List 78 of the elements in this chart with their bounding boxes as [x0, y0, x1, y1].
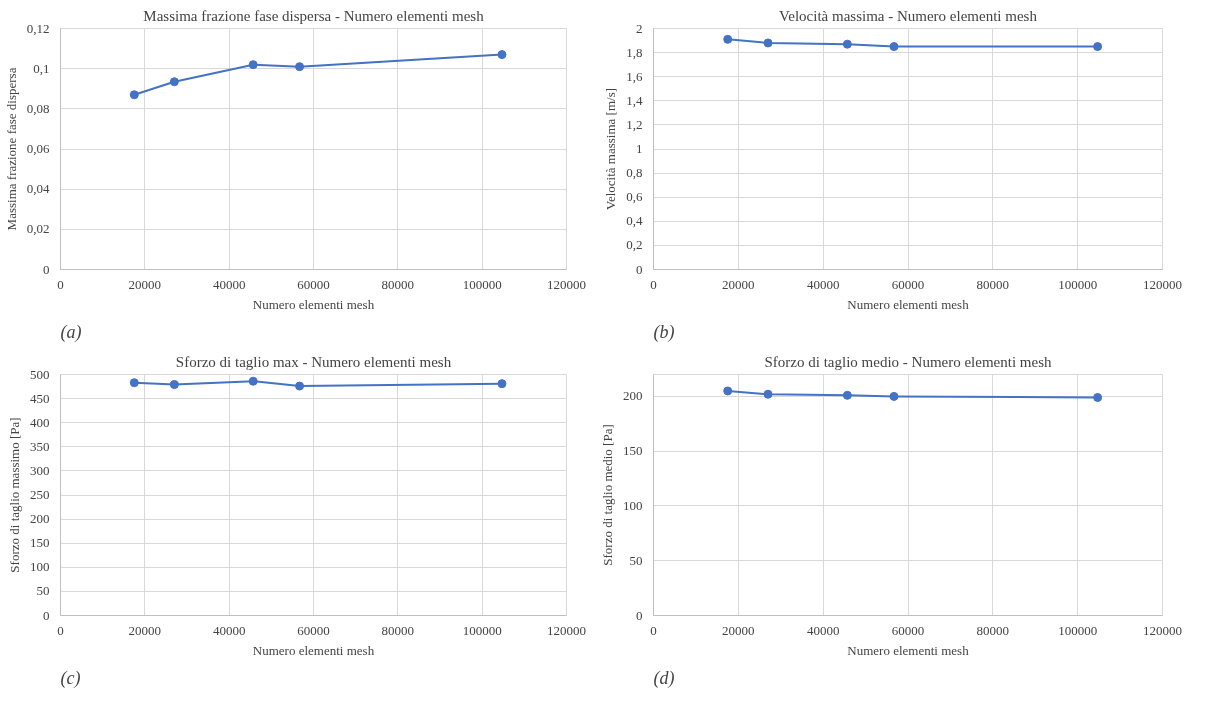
y-axis-title: Sforzo di taglio medio [Pa]	[600, 424, 615, 566]
y-tick-label: 0,08	[26, 100, 50, 116]
y-tick-label: 0,6	[626, 189, 643, 205]
chart-title: Sforzo di taglio max - Numero elementi mesh	[175, 353, 452, 370]
x-tick-label: 20000	[128, 276, 162, 292]
x-tick-label: 80000	[381, 622, 415, 638]
x-tick-label: 40000	[806, 622, 840, 638]
y-tick-label: 150	[30, 535, 50, 551]
y-tick-label: 50	[629, 552, 643, 568]
x-axis-title: Numero elementi mesh	[252, 642, 375, 658]
x-tick-label: 100000	[1058, 276, 1098, 292]
x-tick-label: 20000	[128, 622, 162, 638]
y-tick-label: 0,2	[626, 237, 643, 253]
x-tick-label: 100000	[462, 276, 502, 292]
text: (a)	[60, 321, 82, 343]
y-tick-label: 0,12	[26, 20, 50, 36]
y-axis-title: Sforzo di taglio massimo [Pa]	[7, 417, 22, 573]
text: (c)	[60, 667, 81, 689]
x-tick-label: 0	[57, 276, 64, 292]
x-tick-label: 40000	[212, 276, 246, 292]
x-axis-title: Numero elementi mesh	[847, 296, 970, 312]
y-tick-label: 450	[30, 390, 50, 406]
y-tick-label: 2	[636, 20, 643, 36]
y-tick-label: 1	[636, 141, 643, 156]
y-tick-label: 200	[30, 511, 50, 527]
x-tick-label: 40000	[806, 276, 840, 292]
x-axis-title: Numero elementi mesh	[252, 296, 375, 312]
y-tick-label: 100	[623, 497, 643, 513]
x-tick-label: 120000	[1143, 276, 1182, 292]
chart-title: Sforzo di taglio medio - Numero elementi mesh	[764, 353, 1053, 370]
x-tick-label: 60000	[891, 276, 925, 292]
x-tick-label: 100000	[1058, 622, 1098, 638]
y-tick-label: 0	[636, 607, 643, 623]
y-tick-label: 0	[43, 607, 50, 623]
y-tick-label: 0	[43, 261, 50, 277]
x-tick-label: 120000	[547, 622, 586, 638]
y-tick-label: 1,8	[626, 44, 643, 60]
y-tick-label: 0	[636, 261, 643, 277]
x-axis-title: Numero elementi mesh	[847, 642, 970, 658]
y-tick-label: 1,6	[626, 68, 643, 84]
y-tick-label: 150	[623, 443, 643, 459]
x-tick-label: 0	[650, 276, 657, 292]
y-tick-label: 350	[30, 438, 50, 454]
chart-title: Velocità massima - Numero elementi mesh	[779, 7, 1038, 24]
y-tick-label: 0,1	[33, 60, 50, 76]
text: (b)	[653, 321, 675, 343]
y-tick-label: 250	[30, 487, 50, 502]
x-tick-label: 20000	[722, 276, 755, 292]
x-tick-label: 40000	[212, 622, 246, 638]
y-tick-label: 0,4	[626, 213, 643, 229]
x-tick-label: 60000	[297, 276, 330, 292]
x-tick-label: 100000	[462, 622, 502, 638]
y-tick-label: 0,06	[26, 141, 50, 156]
y-tick-label: 400	[30, 414, 50, 430]
y-tick-label: 0,04	[26, 181, 50, 197]
x-tick-label: 0	[57, 622, 64, 638]
y-tick-label: 1,4	[626, 92, 643, 108]
y-tick-label: 300	[30, 462, 50, 478]
y-tick-label: 100	[30, 559, 50, 575]
x-tick-label: 60000	[891, 622, 925, 638]
x-tick-label: 0	[650, 622, 657, 638]
y-axis-title: Massima frazione fase dispersa	[3, 67, 19, 231]
text: (d)	[653, 667, 675, 689]
x-tick-label: 20000	[722, 622, 755, 638]
x-tick-label: 80000	[381, 276, 415, 292]
y-tick-label: 500	[30, 366, 50, 382]
x-tick-label: 60000	[297, 622, 330, 638]
y-tick-label: 0,02	[26, 221, 50, 237]
y-tick-label: 50	[36, 583, 50, 599]
x-tick-label: 80000	[976, 276, 1010, 292]
y-tick-label: 200	[623, 388, 643, 404]
x-tick-label: 80000	[976, 622, 1010, 638]
y-tick-label: 0,8	[626, 165, 643, 181]
x-tick-label: 120000	[1143, 622, 1182, 638]
y-tick-label: 1,2	[626, 116, 643, 132]
y-axis-title: Velocità massima [m/s]	[603, 87, 619, 211]
chart-title: Massima frazione fase dispersa - Numero elementi mesh	[143, 7, 485, 24]
x-tick-label: 120000	[547, 276, 586, 292]
